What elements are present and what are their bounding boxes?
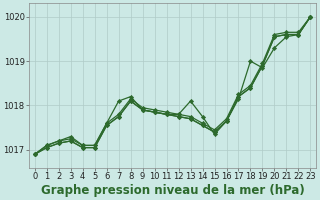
X-axis label: Graphe pression niveau de la mer (hPa): Graphe pression niveau de la mer (hPa) <box>41 184 304 197</box>
